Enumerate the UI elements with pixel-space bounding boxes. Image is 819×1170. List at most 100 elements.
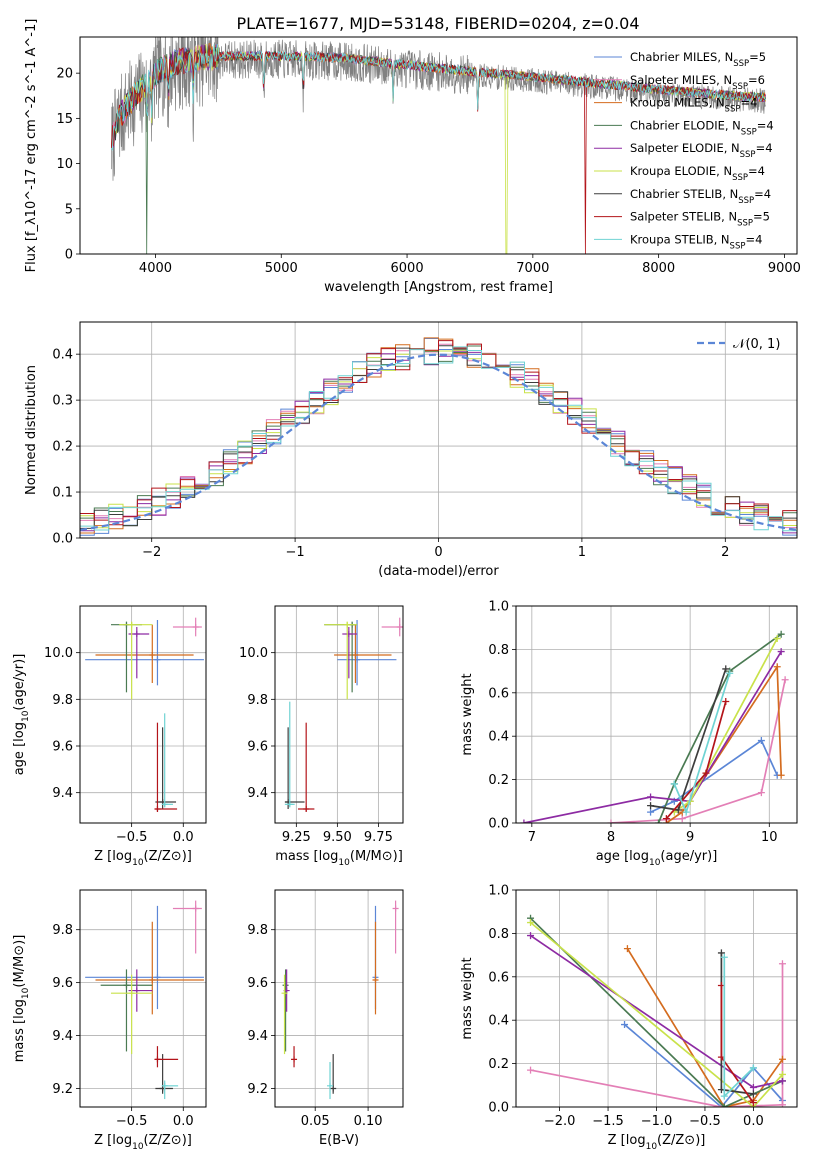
legend-subscript: SSP bbox=[737, 219, 753, 229]
point-marker bbox=[392, 905, 399, 912]
plot-area bbox=[520, 630, 789, 823]
x-tick-label: −0.5 bbox=[689, 1114, 721, 1129]
weight-line-kroupa-elodie bbox=[529, 921, 784, 1107]
x-tick-label: 0.10 bbox=[354, 1114, 383, 1129]
x-tick-label: 6000 bbox=[391, 261, 424, 276]
y-axis-label: mass weight bbox=[460, 673, 475, 755]
axes-frame bbox=[79, 321, 798, 539]
point-kroupa-elodie bbox=[119, 621, 153, 700]
weight-line-salpeter-elodie bbox=[523, 651, 782, 823]
y-tick-label: 0.4 bbox=[488, 730, 509, 745]
point-marker bbox=[330, 1085, 337, 1092]
legend-label: Kroupa ELODIE, NSSP=4 bbox=[630, 164, 765, 183]
weight-marker bbox=[781, 676, 789, 684]
subscript: 10 bbox=[132, 1142, 144, 1152]
point-kroupa-stelib bbox=[327, 1062, 334, 1100]
y-tick-label: 0.6 bbox=[488, 686, 509, 701]
weight-marker bbox=[647, 802, 655, 810]
point-kroupa-miles bbox=[95, 921, 204, 1015]
weight-line-kroupa-miles bbox=[665, 664, 783, 823]
y-tick-label: 0.3 bbox=[52, 394, 73, 409]
x-tick-label: 9.75 bbox=[364, 830, 393, 845]
x-axis-label: mass [log10(M/M⊙)] bbox=[275, 849, 403, 868]
weight-marker bbox=[654, 819, 662, 823]
point-kroupa-miles bbox=[372, 921, 379, 1015]
plot-area bbox=[281, 900, 399, 1100]
point-chabrier-stelib bbox=[284, 727, 305, 809]
legend-count: =4 bbox=[745, 232, 762, 246]
subscript: 10 bbox=[649, 858, 661, 868]
point-marker bbox=[133, 631, 140, 637]
weight-marker bbox=[720, 953, 728, 961]
legend-subscript: SSP bbox=[732, 82, 748, 92]
plot-area bbox=[80, 337, 797, 538]
x-tick-label: 9000 bbox=[768, 261, 801, 276]
y-tick-label: 0.1 bbox=[52, 486, 73, 501]
label-rest: (Z/Z⊙)] bbox=[144, 849, 192, 864]
legend-count: =5 bbox=[753, 210, 770, 224]
plot-area bbox=[85, 617, 204, 812]
weight-marker bbox=[520, 819, 528, 823]
massweight-vs-Z-panel: −2.0 −1.5 −1.0 −0.5 0.0 0.0 0.2 0.4 0.6 0.8 1.0 Z [… bbox=[460, 884, 798, 1152]
plot-area bbox=[85, 900, 204, 1100]
weight-marker bbox=[757, 737, 765, 745]
y-tick-label: 0.8 bbox=[488, 643, 509, 658]
weight-marker bbox=[662, 815, 670, 823]
y-tick-label: 9.4 bbox=[52, 786, 73, 801]
normal-curve bbox=[80, 353, 797, 531]
y-tick-label: 9.8 bbox=[247, 693, 268, 708]
label-rest: (M/M⊙)] bbox=[350, 849, 403, 864]
point-marker bbox=[133, 987, 140, 994]
axes-frame bbox=[515, 889, 798, 1108]
plot-area bbox=[527, 914, 786, 1107]
x-axis-label: E(B-V) bbox=[319, 1133, 359, 1148]
weight-marker bbox=[678, 815, 686, 823]
x-tick-label: −0.5 bbox=[116, 1114, 148, 1129]
y-tick-label: 0.8 bbox=[488, 927, 509, 942]
legend-subscript: SSP bbox=[732, 173, 748, 183]
weight-marker bbox=[720, 1103, 728, 1107]
weight-marker bbox=[778, 1101, 786, 1107]
y-tick-label: 9.8 bbox=[247, 923, 268, 938]
x-tick-label: 9.50 bbox=[323, 830, 352, 845]
weight-marker bbox=[717, 949, 725, 957]
x-tick-label: 0.05 bbox=[301, 1114, 330, 1129]
y-tick-label: 0.4 bbox=[488, 1014, 509, 1029]
point-marker bbox=[282, 982, 289, 989]
weight-line-kroupa-elodie bbox=[673, 638, 778, 813]
y-tick-label: 9.2 bbox=[247, 1082, 268, 1097]
x-axis-label: age [log10(age/yr)] bbox=[596, 849, 718, 868]
x-tick-label: 10 bbox=[761, 830, 778, 845]
point-salpeter-stelib bbox=[291, 1046, 298, 1068]
point-marker bbox=[372, 976, 379, 983]
x-tick-label: 0.0 bbox=[173, 830, 194, 845]
legend-count: =4 bbox=[748, 164, 765, 178]
residual-panel: −2 −1 0 1 2 0.0 0.1 0.2 0.3 0.4 (data-model)/error… bbox=[24, 321, 798, 579]
y-tick-label: 20 bbox=[56, 67, 73, 82]
x-tick-label: 7000 bbox=[516, 261, 549, 276]
y-axis-label: Flux [f_λ10^-17 erg cm^-2 s^-1 A^-1] bbox=[24, 19, 39, 273]
point-salpeter-miles bbox=[381, 617, 403, 637]
y-tick-label: 9.8 bbox=[52, 693, 73, 708]
point-kroupa-elodie bbox=[281, 974, 288, 1055]
subscript: 10 bbox=[338, 858, 350, 868]
x-axis-label: Z [log10(Z/Z⊙)] bbox=[94, 1133, 192, 1152]
point-marker bbox=[128, 990, 135, 997]
y-tick-label: 0 bbox=[65, 248, 73, 263]
x-tick-label: 2 bbox=[721, 545, 729, 560]
weight-marker bbox=[722, 697, 730, 705]
y-tick-label: 9.6 bbox=[247, 740, 268, 755]
y-tick-label: 0.6 bbox=[488, 970, 509, 985]
weight-line-kroupa-stelib bbox=[723, 957, 754, 1099]
y-tick-label: 9.6 bbox=[247, 976, 268, 991]
axes-frame bbox=[79, 36, 798, 255]
label-rest: (M/M⊙)] bbox=[12, 935, 27, 988]
weight-marker bbox=[757, 789, 765, 797]
subscript: 10 bbox=[21, 987, 31, 999]
y-tick-label: 9.4 bbox=[247, 1029, 268, 1044]
legend-label: Chabrier STELIB, NSSP=4 bbox=[630, 187, 771, 206]
label-rest: (Z/Z⊙)] bbox=[657, 1133, 705, 1148]
legend-label: Kroupa STELIB, NSSP=4 bbox=[630, 232, 762, 251]
axes-frame bbox=[79, 605, 207, 824]
x-tick-label: −1.5 bbox=[592, 1114, 624, 1129]
